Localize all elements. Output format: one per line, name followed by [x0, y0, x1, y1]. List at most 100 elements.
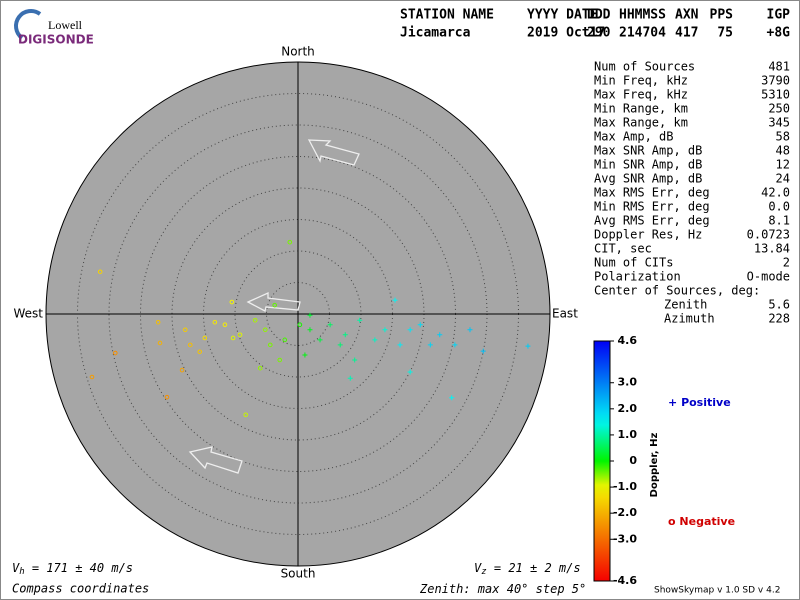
legend-positive: + Positive	[668, 396, 731, 409]
value: 40	[507, 582, 521, 596]
stat-label: Min SNR Amp, dB	[594, 158, 702, 172]
source-negative	[157, 340, 163, 346]
source-positive	[427, 342, 433, 348]
version-text: ShowSkymap v 1.0 SD v 4.2	[654, 586, 780, 596]
subscript: z	[481, 567, 486, 577]
label: Zenith: max	[419, 582, 500, 596]
source-negative	[202, 335, 208, 341]
vz-text: Vz = 21 ± 2 m/s	[474, 561, 581, 577]
source-negative	[155, 319, 161, 325]
header-column: HHMMSS	[619, 8, 666, 23]
source-negative	[187, 342, 193, 348]
source-positive	[452, 342, 458, 348]
source-negative	[197, 349, 203, 355]
legend-label: Negative	[679, 515, 735, 528]
colorbar-tick-label: 2.0	[618, 402, 638, 415]
header-value: 290	[587, 26, 611, 41]
source-negative	[164, 394, 170, 400]
header-column: IGP	[767, 8, 791, 23]
source-positive	[397, 342, 403, 348]
label: step	[536, 582, 565, 596]
compass-south: South	[281, 567, 316, 581]
source-positive	[347, 375, 353, 381]
header-value: 75	[717, 26, 733, 41]
source-positive	[372, 337, 378, 343]
stat-value: 481	[768, 60, 790, 74]
colorbar-tick-label: -3.0	[613, 532, 637, 545]
colorbar-tick-label: -4.6	[613, 574, 637, 587]
colorbar	[593, 340, 611, 582]
subscript: h	[19, 567, 24, 577]
source-positive	[357, 317, 363, 323]
source-negative	[89, 374, 95, 380]
compass-east: East	[552, 307, 578, 321]
unit: °	[521, 582, 528, 596]
header-column: AXN	[675, 8, 699, 23]
stat-value: 12	[776, 158, 790, 172]
source-positive	[407, 369, 413, 375]
source-positive	[480, 348, 486, 354]
value: = 171 ± 40 m/s	[25, 561, 133, 575]
stat-label: Max RMS Err, deg	[594, 186, 710, 200]
stat-value: 0.0	[768, 200, 790, 214]
colorbar-tick-label: 3.0	[618, 376, 638, 389]
stat-label: Max Amp, dB	[594, 130, 673, 144]
symbol: V	[474, 561, 482, 575]
source-positive	[407, 327, 413, 333]
source-positive	[449, 395, 455, 401]
source-negative	[237, 332, 243, 338]
header-value: 2019 Oct17	[527, 26, 605, 41]
stat-value: 2	[783, 256, 790, 270]
source-negative	[277, 357, 283, 363]
symbol: V	[12, 561, 20, 575]
header-value: 417	[675, 26, 698, 41]
source-negative	[267, 342, 273, 348]
header-column: DDD	[587, 8, 611, 23]
logo-maker: Lowell	[48, 18, 83, 32]
source-positive	[417, 322, 423, 328]
header-column: PPS	[710, 8, 734, 23]
stat-value: 13.84	[754, 242, 790, 256]
stat-value: 48	[776, 144, 790, 158]
source-positive	[352, 357, 358, 363]
header-column: YYYY DATE	[527, 8, 597, 23]
header-column: STATION NAME	[400, 8, 494, 23]
source-negative	[297, 322, 303, 328]
center-label: Azimuth	[664, 312, 715, 326]
source-positive	[392, 297, 398, 303]
source-positive	[317, 337, 323, 343]
center-title: Center of Sources, deg:	[594, 284, 760, 298]
source-positive	[307, 327, 313, 333]
source-negative	[243, 412, 249, 418]
source-positive	[337, 342, 343, 348]
stat-value: 24	[776, 172, 790, 186]
source-positive	[525, 343, 531, 349]
source-positive	[307, 312, 313, 318]
source-positive	[342, 332, 348, 338]
source-negative	[113, 350, 118, 356]
colorbar-tick-label: 1.0	[618, 428, 638, 441]
source-negative	[97, 269, 103, 275]
stat-label: Min RMS Err, deg	[594, 200, 710, 214]
source-positive	[437, 332, 443, 338]
source-negative	[229, 299, 235, 305]
coords-text: Compass coordinates	[12, 582, 149, 596]
center-value: 5.6	[768, 298, 790, 312]
logo-swoosh	[14, 9, 42, 40]
stat-label: CIT, sec	[594, 242, 652, 256]
source-positive	[302, 352, 308, 358]
stat-value: 58	[776, 130, 790, 144]
source-negative	[272, 302, 277, 308]
stat-value: 8.1	[768, 214, 790, 228]
stat-value: 42.0	[761, 186, 790, 200]
source-negative	[182, 327, 188, 333]
stat-value: 5310	[761, 88, 790, 102]
source-negative	[212, 319, 218, 325]
source-negative	[282, 337, 288, 343]
stat-label: Doppler Res, Hz	[594, 228, 702, 242]
logo-product: DIGISONDE	[18, 33, 94, 47]
value: 5	[572, 582, 579, 596]
header-value: +8G	[767, 26, 791, 41]
source-positive	[382, 327, 388, 333]
